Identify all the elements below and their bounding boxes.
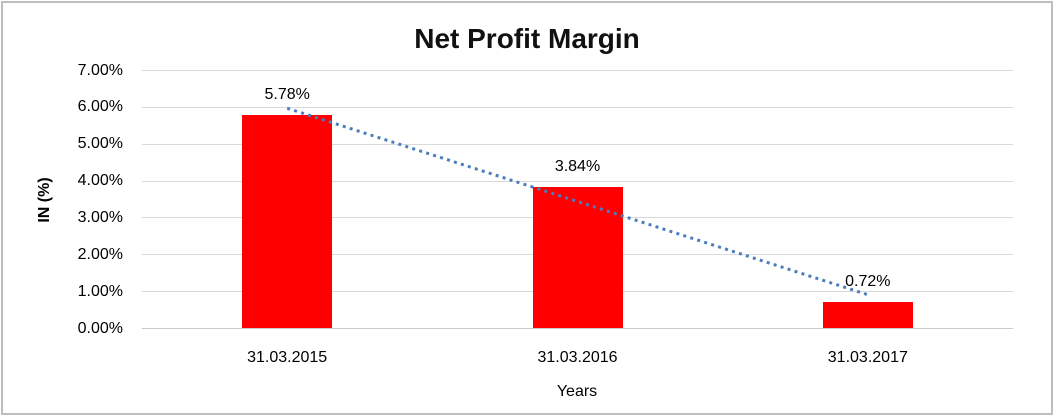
x-axis-title: Years: [556, 383, 598, 400]
y-tick-label: 3.00%: [77, 208, 123, 226]
gridline: [142, 106, 1013, 108]
y-tick-label: 7.00%: [77, 61, 123, 79]
x-tick-label: 31.03.2017: [827, 349, 908, 366]
gridline: [142, 70, 1013, 71]
bar-value-label: 3.84%: [554, 157, 601, 175]
gridline: [142, 328, 1013, 329]
chart-title: Net Profit Margin: [414, 23, 640, 54]
bar-value-label: 5.78%: [264, 86, 310, 104]
y-tick-label: 2.00%: [77, 245, 123, 263]
bar: [822, 301, 913, 329]
y-tick-label: 0.00%: [77, 319, 123, 337]
y-tick-label: 1.00%: [77, 282, 123, 300]
bar-value-label: 0.72%: [845, 272, 891, 290]
x-tick-label: 31.03.2016: [537, 349, 618, 366]
x-tick-label: 31.03.2015: [247, 349, 328, 366]
bar: [242, 115, 333, 329]
bar: [532, 186, 623, 329]
y-tick-label: 6.00%: [77, 98, 123, 116]
y-tick-label: 5.00%: [77, 135, 123, 153]
y-tick-label: 4.00%: [77, 172, 123, 190]
